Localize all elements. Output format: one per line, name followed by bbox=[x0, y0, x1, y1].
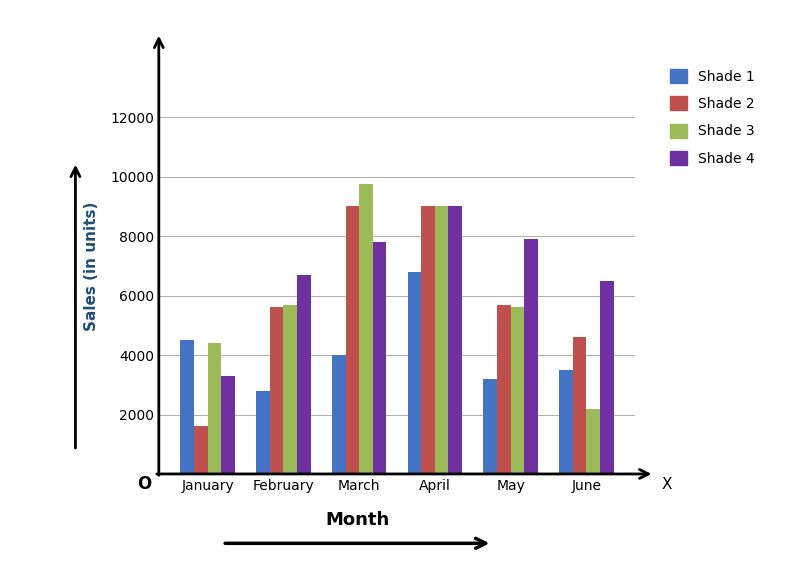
Bar bbox=[283, 305, 297, 474]
Bar bbox=[359, 184, 372, 474]
Bar bbox=[372, 242, 387, 474]
Bar bbox=[559, 370, 572, 474]
Text: Month: Month bbox=[326, 511, 389, 529]
Bar bbox=[586, 409, 600, 474]
Bar bbox=[435, 206, 449, 474]
Text: X: X bbox=[661, 477, 672, 492]
Y-axis label: Sales (in units): Sales (in units) bbox=[84, 201, 99, 331]
Bar bbox=[194, 427, 208, 474]
Bar bbox=[449, 206, 462, 474]
Bar bbox=[222, 376, 235, 474]
Bar bbox=[345, 206, 359, 474]
Bar bbox=[600, 281, 614, 474]
Text: O: O bbox=[137, 475, 152, 494]
Bar bbox=[524, 239, 538, 474]
Bar bbox=[256, 391, 270, 474]
Bar bbox=[422, 206, 435, 474]
Legend: Shade 1, Shade 2, Shade 3, Shade 4: Shade 1, Shade 2, Shade 3, Shade 4 bbox=[666, 65, 759, 170]
Bar bbox=[208, 343, 222, 474]
Bar bbox=[332, 355, 345, 474]
Bar bbox=[270, 307, 283, 474]
Bar bbox=[484, 379, 497, 474]
Bar bbox=[297, 275, 310, 474]
Bar bbox=[407, 272, 422, 474]
Bar bbox=[180, 340, 194, 474]
Bar bbox=[572, 337, 586, 474]
Bar bbox=[511, 307, 524, 474]
Bar bbox=[497, 305, 511, 474]
